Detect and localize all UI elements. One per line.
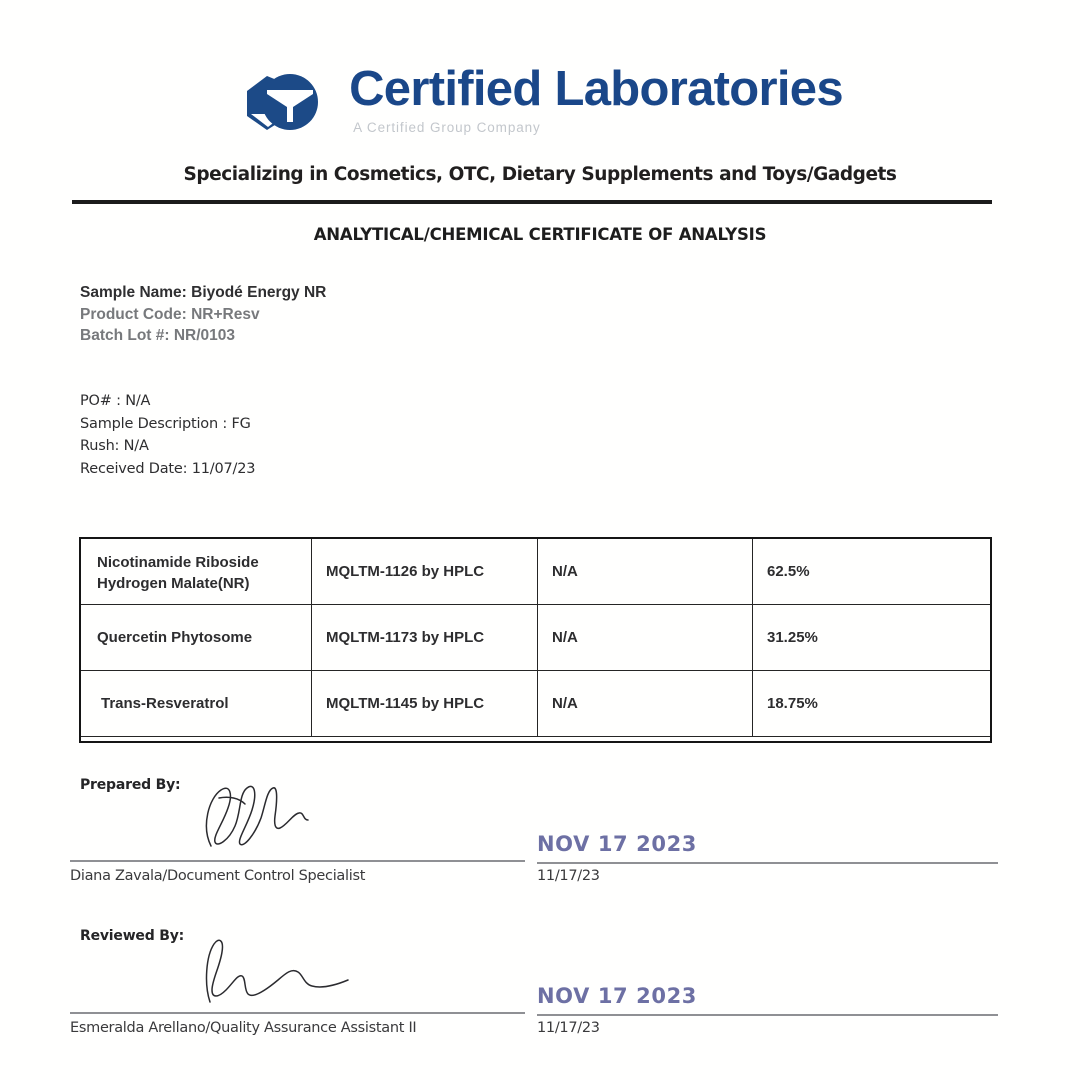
analyte-name: Quercetin Phytosome <box>80 604 312 671</box>
prepared-by-label: Prepared By: <box>80 777 181 793</box>
reviewed-signature-line <box>70 1012 525 1014</box>
company-tagline: A Certified Group Company <box>353 120 541 135</box>
specification-value: N/A <box>537 604 753 671</box>
product-code: Product Code: NR+Resv <box>80 305 260 323</box>
prepared-date-line <box>537 862 998 864</box>
sample-info-block: Sample Name: Biyodé Energy NR Product Co… <box>80 282 326 347</box>
table-row: Quercetin Phytosome MQLTM-1173 by HPLC N… <box>80 604 992 671</box>
reviewed-date-text: 11/17/23 <box>537 1020 600 1036</box>
prepared-date-stamp: NOV 17 2023 <box>537 832 698 856</box>
document-title: ANALYTICAL/CHEMICAL CERTIFICATE OF ANALY… <box>313 225 767 244</box>
certified-labs-hexagon-logo-icon <box>247 74 319 130</box>
reviewed-by-label: Reviewed By: <box>80 928 185 944</box>
header-divider <box>72 200 992 204</box>
prepared-by-name-title: Diana Zavala/Document Control Specialist <box>70 868 366 884</box>
result-value: 31.25% <box>752 604 992 671</box>
analysis-results-table: Nicotinamide Riboside Hydrogen Malate(NR… <box>80 538 992 737</box>
test-method: MQLTM-1145 by HPLC <box>311 670 538 737</box>
specification-value: N/A <box>537 670 753 737</box>
test-method: MQLTM-1126 by HPLC <box>311 538 538 605</box>
batch-lot-number: Batch Lot #: NR/0103 <box>80 327 236 344</box>
company-wordmark: Certified Laboratories <box>349 62 843 116</box>
reviewed-date-stamp: NOV 17 2023 <box>537 984 698 1008</box>
result-value: 62.5% <box>752 538 992 605</box>
sample-description: Sample Description : FG <box>80 415 251 432</box>
reviewed-date-line <box>537 1014 998 1016</box>
company-logo-block: Certified Laboratories A Certified Group… <box>0 62 1080 140</box>
analyte-name: Nicotinamide Riboside Hydrogen Malate(NR… <box>80 538 312 605</box>
analyte-name: Trans-Resveratrol <box>80 670 312 737</box>
specializing-line: Specializing in Cosmetics, OTC, Dietary … <box>183 164 897 185</box>
reviewed-by-signature <box>205 939 349 1003</box>
test-method: MQLTM-1173 by HPLC <box>311 604 538 671</box>
reviewed-by-name-title: Esmeralda Arellano/Quality Assurance Ass… <box>70 1020 417 1036</box>
rush-status: Rush: N/A <box>80 438 149 454</box>
specification-value: N/A <box>537 538 753 605</box>
table-row: Trans-Resveratrol MQLTM-1145 by HPLC N/A… <box>80 670 992 737</box>
prepared-date-text: 11/17/23 <box>537 868 600 884</box>
prepared-signature-line <box>70 860 525 862</box>
received-date: Received Date: 11/07/23 <box>80 460 256 477</box>
sample-name: Sample Name: Biyodé Energy NR <box>80 284 327 301</box>
result-value: 18.75% <box>752 670 992 737</box>
prepared-by-signature <box>205 785 309 847</box>
table-row: Nicotinamide Riboside Hydrogen Malate(NR… <box>80 538 992 605</box>
order-info-block: PO# : N/A Sample Description : FG Rush: … <box>80 390 255 480</box>
po-number: PO# : N/A <box>80 393 151 409</box>
